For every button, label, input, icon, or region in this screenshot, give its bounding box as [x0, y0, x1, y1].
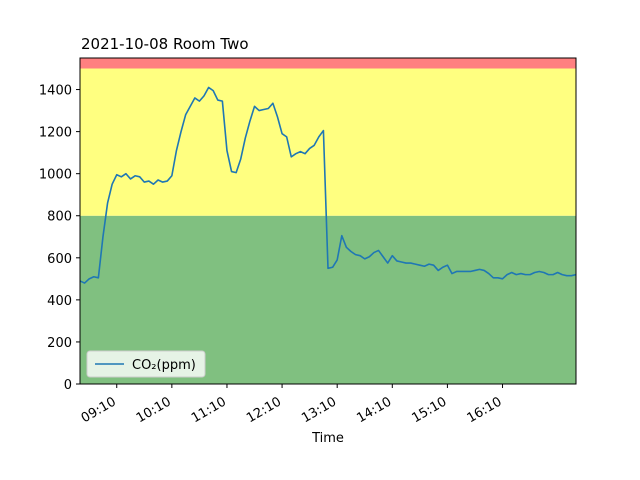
legend-label-co2: CO₂(ppm): [132, 358, 196, 373]
legend-box: [86, 350, 206, 378]
threshold-bands: [80, 58, 576, 384]
legend: CO₂(ppm): [86, 350, 206, 378]
y-tick-label: 800: [47, 210, 72, 225]
y-tick-label: 0: [64, 378, 72, 393]
y-tick-label: 1200: [39, 126, 72, 141]
y-tick-label: 1400: [39, 84, 72, 99]
y-axis: 0 200 400 600 800 1000 1200 1400: [39, 84, 80, 393]
plot-frame: [79, 57, 577, 385]
y-tick-label: 200: [47, 336, 72, 351]
x-tick-label: 11:10: [189, 394, 229, 426]
threshold-band-2: [80, 58, 576, 69]
x-axis-label: Time: [311, 431, 344, 446]
series-layer: [79, 86, 577, 284]
chart-title: 2021-10-08 Room Two: [81, 35, 249, 53]
x-tick-label: 13:10: [299, 394, 339, 426]
y-tick-label: 600: [47, 252, 72, 267]
series-line-co2: [79, 86, 577, 284]
x-tick-label: 14:10: [354, 394, 394, 426]
x-tick-label: 09:10: [79, 394, 119, 426]
x-tick-label: 10:10: [134, 394, 174, 426]
y-tick-label: 1000: [39, 168, 72, 183]
threshold-band-1: [80, 68, 576, 216]
x-tick-label: 15:10: [409, 394, 449, 426]
x-axis: 09:10 10:10 11:10 12:10 13:10 14:10 15:10 16:10: [79, 384, 505, 426]
y-tick-label: 400: [47, 294, 72, 309]
x-tick-label: 12:10: [244, 394, 284, 426]
x-tick-label: 16:10: [465, 394, 505, 426]
